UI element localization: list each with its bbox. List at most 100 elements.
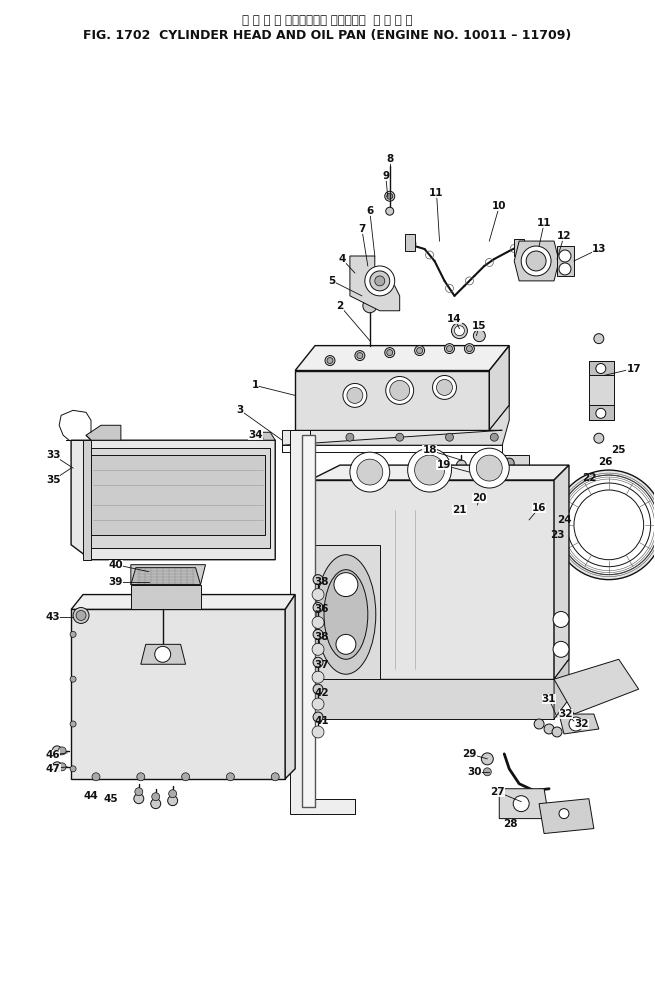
Text: 21: 21 [452,505,467,515]
Polygon shape [489,345,509,431]
Text: 25: 25 [612,445,626,455]
Circle shape [415,345,424,355]
Circle shape [350,452,390,492]
Text: 16: 16 [532,503,546,513]
Circle shape [70,676,76,682]
Circle shape [464,343,474,353]
Text: 5: 5 [328,276,335,285]
Circle shape [449,505,459,515]
Polygon shape [310,679,554,719]
Circle shape [365,266,395,296]
Text: 30: 30 [467,767,481,777]
Circle shape [168,796,178,805]
Circle shape [470,501,478,509]
Text: 24: 24 [557,515,571,525]
Text: 14: 14 [447,314,462,324]
Circle shape [596,408,606,418]
Text: 1: 1 [252,381,259,390]
Circle shape [534,719,544,729]
Circle shape [474,330,485,341]
Circle shape [559,250,571,262]
Circle shape [559,808,569,818]
Text: 23: 23 [550,530,564,540]
Circle shape [134,794,144,803]
Text: 31: 31 [542,695,556,704]
Circle shape [447,345,453,351]
Circle shape [472,482,477,488]
Text: 28: 28 [503,818,517,829]
Text: 29: 29 [462,749,477,759]
Circle shape [181,773,189,781]
Polygon shape [589,361,614,420]
Circle shape [334,573,358,596]
Polygon shape [71,609,285,779]
Text: 36: 36 [315,604,329,614]
Circle shape [357,459,383,485]
Polygon shape [559,714,599,734]
Circle shape [169,790,177,798]
Circle shape [313,657,323,667]
Circle shape [343,384,367,407]
Text: 45: 45 [103,794,119,803]
Polygon shape [255,433,275,440]
Polygon shape [295,371,489,431]
Text: 22: 22 [582,473,596,483]
Text: 18: 18 [422,445,437,455]
Polygon shape [380,500,554,679]
Circle shape [312,671,324,683]
Circle shape [451,323,468,338]
Circle shape [569,717,583,731]
Circle shape [313,712,323,722]
Text: シ リ ン ダ ヘッドおよび オイルパン  適 用 号 機: シ リ ン ダ ヘッドおよび オイルパン 適 用 号 機 [242,14,412,26]
Text: 17: 17 [626,364,641,374]
Circle shape [447,502,462,518]
Text: 11: 11 [537,218,552,229]
Circle shape [312,726,324,738]
Circle shape [363,299,377,313]
Polygon shape [312,544,380,679]
Polygon shape [554,465,569,679]
Text: 2: 2 [336,301,344,311]
Circle shape [76,610,86,620]
Circle shape [457,460,466,470]
Text: 39: 39 [109,577,123,587]
Polygon shape [86,448,271,547]
Text: 44: 44 [84,791,98,800]
Polygon shape [290,431,355,813]
Circle shape [504,458,514,468]
Circle shape [559,475,655,575]
Polygon shape [282,431,502,445]
Circle shape [386,193,393,199]
Polygon shape [71,594,295,609]
Circle shape [312,589,324,600]
Text: 38: 38 [315,633,329,643]
Text: 35: 35 [46,475,60,485]
Text: 9: 9 [382,172,389,181]
Circle shape [445,434,453,441]
Circle shape [574,490,644,560]
Text: 6: 6 [366,206,373,216]
Text: 7: 7 [358,224,365,234]
Circle shape [313,602,323,612]
Circle shape [327,357,333,364]
Polygon shape [282,405,509,445]
Text: 10: 10 [492,201,506,211]
Polygon shape [405,234,415,251]
Polygon shape [295,345,509,371]
Circle shape [445,343,455,353]
Polygon shape [310,465,569,480]
Circle shape [415,455,445,485]
Text: 38: 38 [315,577,329,587]
Circle shape [313,630,323,640]
Text: 19: 19 [436,460,451,470]
Circle shape [152,793,160,800]
Circle shape [52,746,62,756]
Circle shape [386,377,414,404]
Circle shape [554,470,655,580]
Text: 26: 26 [599,457,613,467]
Circle shape [58,747,66,754]
Circle shape [312,698,324,710]
Text: 12: 12 [557,232,571,241]
Circle shape [312,644,324,655]
Text: 4: 4 [338,254,346,264]
